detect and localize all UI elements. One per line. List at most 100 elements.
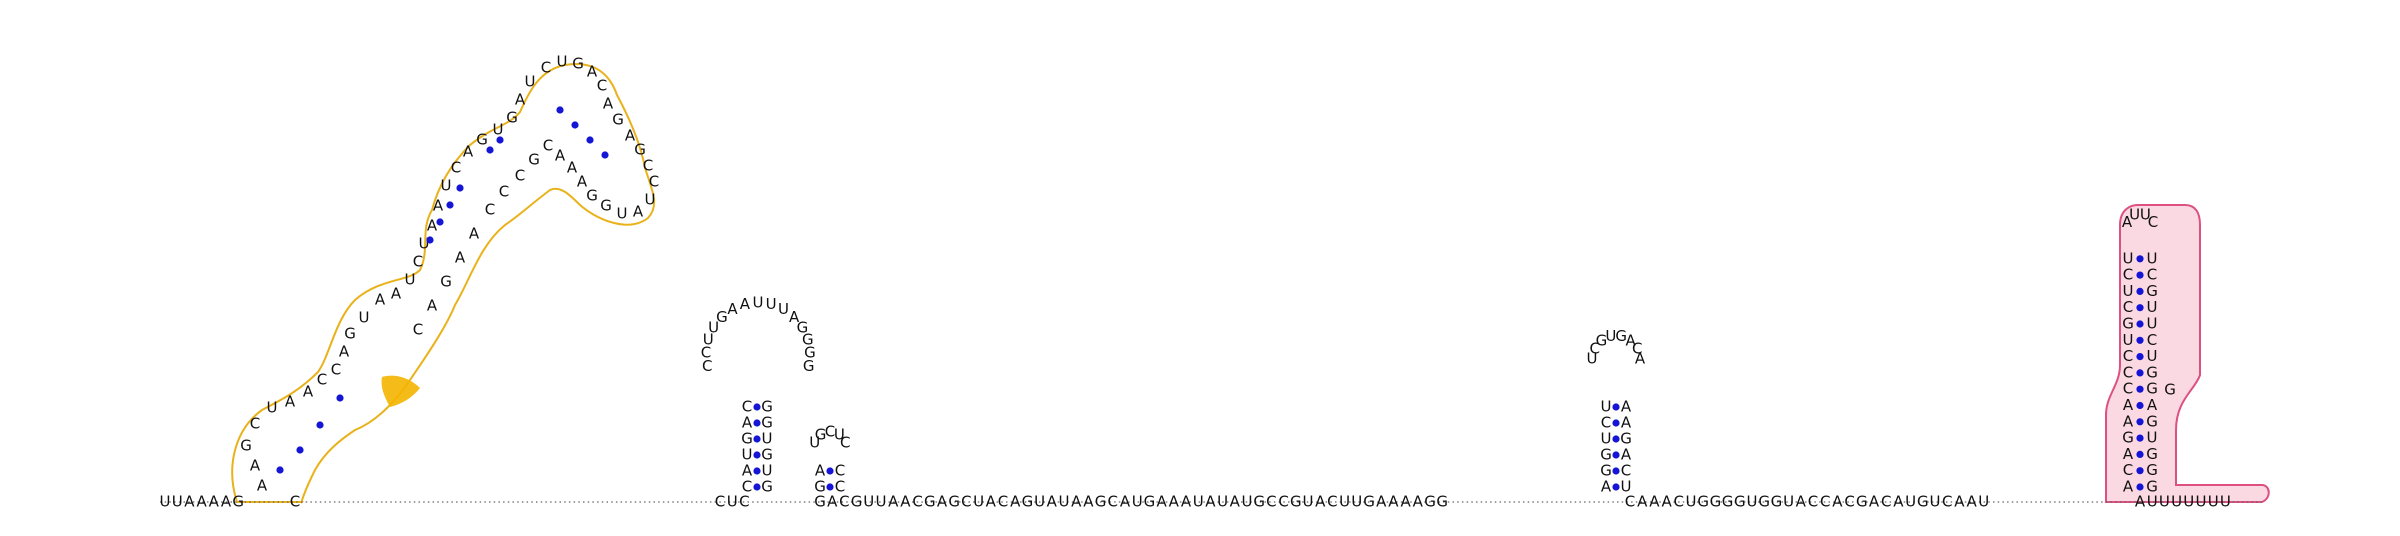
hairpin3-stem: G: [1620, 430, 1632, 448]
baseline-nucleotide: C: [715, 493, 725, 511]
base-pair-dot: [296, 446, 304, 454]
highlight-region-pink: [2105, 204, 2270, 503]
hairpin1-loop: U: [753, 294, 764, 312]
baseline-nucleotide: G: [1917, 493, 1929, 511]
hairpin1-loop: C: [701, 344, 711, 362]
baseline-nucleotide: G: [1856, 493, 1868, 511]
baseline-nucleotide: C: [1266, 493, 1276, 511]
base-pair-dot: [426, 236, 434, 244]
tail-nucleotide: U: [2220, 493, 2231, 511]
tail-nucleotide: A: [2135, 493, 2146, 511]
complex-domain-nucleotide: G: [240, 437, 252, 455]
baseline-nucleotide: A: [1205, 493, 1216, 511]
complex-domain-nucleotide: A: [250, 457, 261, 475]
baseline-nucleotide: G: [1697, 493, 1709, 511]
hairpin3-loop: C: [1589, 339, 1599, 357]
complex-domain-nucleotide: U: [645, 191, 656, 209]
tail-nucleotide: U: [2159, 493, 2170, 511]
complex-domain-nucleotide: A: [339, 343, 350, 361]
complex-domain-nucleotide: A: [603, 95, 614, 113]
baseline-nucleotide: C: [1625, 493, 1635, 511]
base-pair-dot: [276, 466, 284, 474]
baseline-nucleotide: C: [839, 493, 849, 511]
hairpin3-stem: U: [1621, 478, 1632, 496]
base-pair-dot: [2136, 418, 2144, 426]
baseline-nucleotide: A: [1966, 493, 1977, 511]
complex-domain-nucleotide: G: [586, 187, 598, 205]
base-pair-dot: [336, 394, 344, 402]
tail-nucleotide: U: [2147, 493, 2158, 511]
baseline-nucleotide: G: [1363, 493, 1375, 511]
base-pair-dot: [1612, 467, 1620, 475]
baseline-nucleotide: A: [1637, 493, 1648, 511]
baseline-nucleotide: U: [1303, 493, 1314, 511]
complex-domain-nucleotide: G: [476, 131, 488, 149]
baseline-nucleotide: A: [1649, 493, 1660, 511]
baseline-nucleotide: C: [1278, 493, 1288, 511]
baseline-nucleotide: A: [1413, 493, 1424, 511]
baseline-nucleotide: C: [1327, 493, 1337, 511]
complex-domain-nucleotide: C: [597, 77, 607, 95]
complex-domain-nucleotide: A: [391, 285, 402, 303]
base-pair-dot: [486, 146, 494, 154]
baseline-nucleotide: U: [1686, 493, 1697, 511]
highlight-region-orange-fill: [381, 375, 420, 407]
baseline-nucleotide: G: [814, 493, 826, 511]
hairpin1-loop: G: [803, 357, 815, 375]
baseline-nucleotide: U: [172, 493, 183, 511]
baseline-nucleotide: A: [827, 493, 838, 511]
base-pair-dot: [571, 121, 579, 129]
hairpin3-loop: G: [1615, 327, 1627, 345]
baseline-nucleotide: A: [1083, 493, 1094, 511]
base-pair-dot: [456, 184, 464, 192]
base-pair-dot: [2136, 450, 2144, 458]
hairpin1-stem: U: [762, 462, 773, 480]
base-pair-dot: [753, 419, 761, 427]
hairpin1-stem: G: [761, 446, 773, 464]
base-pair-dot: [601, 151, 609, 159]
baseline-nucleotide: G: [1710, 493, 1722, 511]
base-pair-dot: [2136, 353, 2144, 361]
hairpin4-stem: A: [2123, 445, 2134, 463]
baseline-nucleotide: U: [1930, 493, 1941, 511]
complex-domain-nucleotide: U: [525, 73, 536, 91]
complex-domain-nucleotide: G: [634, 141, 646, 159]
complex-domain-nucleotide: C: [413, 321, 423, 339]
hairpin2-loop: C: [840, 434, 850, 452]
baseline-nucleotide: A: [888, 493, 899, 511]
baseline-nucleotide: G: [924, 493, 936, 511]
base-pair-dot: [753, 435, 761, 443]
hairpin4-stem: C: [2123, 380, 2133, 398]
baseline-nucleotide: A: [221, 493, 232, 511]
complex-domain-nucleotide: A: [555, 147, 566, 165]
complex-domain-nucleotide: G: [440, 273, 452, 291]
complex-domain-nucleotide: U: [493, 121, 504, 139]
baseline-nucleotide: A: [1181, 493, 1192, 511]
complex-domain-nucleotide: G: [528, 151, 540, 169]
baseline-nucleotide: A: [1832, 493, 1843, 511]
hairpin1-stem: C: [742, 478, 752, 496]
hairpin4-stem: U: [2147, 347, 2158, 365]
hairpin1-stem: A: [742, 414, 753, 432]
baseline-nucleotide: A: [1796, 493, 1807, 511]
baseline-nucleotide: U: [1905, 493, 1916, 511]
hairpin4-loop: U: [2129, 206, 2140, 224]
baseline-nucleotide: U: [1132, 493, 1143, 511]
hairpin4-stem: G: [2146, 363, 2158, 381]
complex-domain-nucleotide: A: [285, 393, 296, 411]
base-pair-dot: [2136, 271, 2144, 279]
baseline-nucleotide: A: [1315, 493, 1326, 511]
baseline-nucleotide: A: [1120, 493, 1131, 511]
complex-domain-nucleotide: C: [543, 137, 553, 155]
base-pair-dot: [1612, 483, 1620, 491]
complex-domain-nucleotide: A: [633, 203, 644, 221]
baseline-nucleotide: G: [1144, 493, 1156, 511]
complex-domain-nucleotide: C: [331, 361, 341, 379]
complex-domain-nucleotide: U: [419, 235, 430, 253]
baseline-nucleotide: U: [1783, 493, 1794, 511]
hairpin4-stem: U: [2123, 331, 2134, 349]
hairpin3-loop: A: [1625, 331, 1636, 349]
highlight-region-orange: [231, 63, 656, 504]
hairpin4-stem: G: [2164, 381, 2176, 399]
hairpin1-loop: U: [766, 295, 777, 313]
